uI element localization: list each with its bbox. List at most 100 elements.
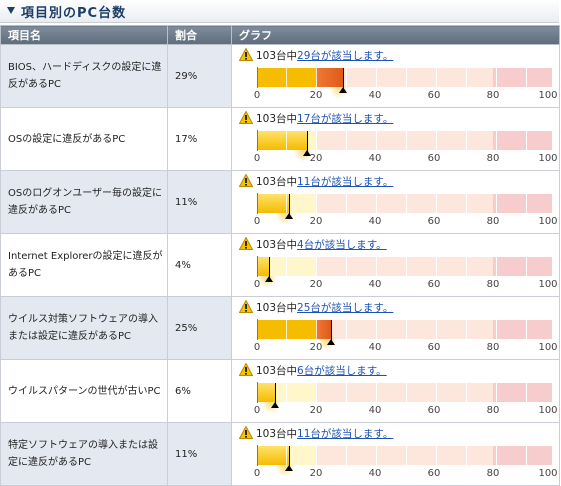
bar-fill [257, 194, 289, 213]
matching-count-link[interactable]: 29台が該当します。 [297, 50, 394, 62]
bar-fill [257, 320, 331, 339]
table-row: 特定ソフトウェアの導入または設定に違反があるPC 11% 103台中11台が該当しま… [0, 422, 560, 486]
warning-icon [239, 300, 253, 313]
note-total-text: 103台中 [256, 239, 298, 251]
item-percent: 29% [167, 44, 232, 108]
bar-track [257, 320, 552, 351]
note-total-text: 103台中 [256, 428, 298, 440]
axis-tick-label: 100 [538, 279, 558, 290]
item-name: ウイルス対策ソフトウェアの導入または設定に違反があるPC [0, 296, 168, 360]
item-name: Internet Explorerの設定に違反があるPC [0, 233, 168, 297]
axis-tick-label: 0 [253, 90, 261, 101]
column-header-percent: 割合 [167, 25, 232, 45]
table-header-row: 項目名 割合 グラフ [0, 25, 560, 45]
value-marker-line [269, 257, 270, 278]
graph-note: 103台中29台が該当します。 [239, 48, 393, 63]
matching-count-link[interactable]: 17台が該当します。 [297, 113, 394, 125]
warning-icon [239, 426, 253, 439]
axis-line [257, 319, 258, 340]
note-total-text: 103台中 [256, 302, 298, 314]
axis-tick-label: 40 [368, 468, 382, 479]
bar-fill [257, 68, 343, 87]
item-percent: 6% [167, 359, 232, 423]
axis-line [257, 67, 258, 88]
matching-count-link[interactable]: 6台が該当します。 [297, 365, 387, 377]
axis-tick-label: 20 [309, 468, 323, 479]
axis-tick-label: 40 [368, 90, 382, 101]
axis-tick-label: 0 [253, 342, 261, 353]
bar-gridlines [257, 257, 552, 276]
axis-tick-label: 80 [486, 468, 500, 479]
bar-track [257, 68, 552, 99]
axis-tick-label: 100 [538, 468, 558, 479]
axis-tick-label: 100 [538, 216, 558, 227]
column-header-name: 項目名 [0, 25, 168, 45]
value-marker-triangle-icon [285, 213, 293, 219]
collapse-triangle-icon[interactable] [7, 7, 15, 14]
table-row: OSのログオンユーザー毎の設定に違反があるPC 11% 103台中11台が該当します… [0, 170, 560, 234]
section-title: 項目別のPC台数 [21, 6, 127, 21]
axis-tick-label: 80 [486, 90, 500, 101]
item-graph: 103台中11台が該当します。 0 20 40 60 80 100 [231, 422, 560, 486]
axis-tick-label: 80 [486, 216, 500, 227]
axis-line [257, 130, 258, 151]
bar-fill [257, 131, 307, 150]
bar-gridlines [257, 446, 552, 465]
item-graph: 103台中29台が該当します。 0 20 40 60 80 100 [231, 44, 560, 108]
axis-tick-label: 60 [427, 342, 441, 353]
axis-tick-label: 60 [427, 216, 441, 227]
axis-tick-label: 100 [538, 90, 558, 101]
matching-count-link[interactable]: 25台が該当します。 [297, 302, 394, 314]
graph-note: 103台中11台が該当します。 [239, 174, 393, 189]
item-percent: 17% [167, 107, 232, 171]
axis-tick-label: 0 [253, 153, 261, 164]
bar-fill [257, 383, 275, 402]
bar-fill [257, 257, 269, 276]
axis-tick-label: 80 [486, 153, 500, 164]
graph-note: 103台中11台が該当します。 [239, 426, 393, 441]
axis-line [257, 445, 258, 466]
axis-tick-label: 20 [309, 216, 323, 227]
item-name: 特定ソフトウェアの導入または設定に違反があるPC [0, 422, 168, 486]
axis-tick-label: 80 [486, 405, 500, 416]
graph-note: 103台中6台が該当します。 [239, 363, 387, 378]
item-graph: 103台中6台が該当します。 0 20 40 60 80 100 [231, 359, 560, 423]
bar-track [257, 257, 552, 288]
value-marker-line [307, 131, 308, 152]
axis-tick-label: 60 [427, 90, 441, 101]
graph-note: 103台中4台が該当します。 [239, 237, 387, 252]
warning-icon [239, 363, 253, 376]
axis-tick-label: 20 [309, 279, 323, 290]
axis-tick-label: 0 [253, 468, 261, 479]
axis-line [257, 193, 258, 214]
axis-tick-label: 60 [427, 468, 441, 479]
axis-tick-label: 80 [486, 342, 500, 353]
axis-tick-label: 60 [427, 405, 441, 416]
matching-count-link[interactable]: 11台が該当します。 [297, 428, 394, 440]
value-marker-line [289, 194, 290, 215]
item-percent: 4% [167, 233, 232, 297]
column-header-graph: グラフ [231, 25, 560, 45]
item-graph: 103台中25台が該当します。 0 20 40 60 80 100 [231, 296, 560, 360]
table-row: ウイルスパターンの世代が古いPC 6% 103台中6台が該当します。 0 20 40 60 8… [0, 359, 560, 423]
bar-track [257, 194, 552, 225]
matching-count-link[interactable]: 4台が該当します。 [297, 239, 387, 251]
bar-gridlines [257, 194, 552, 213]
section-header[interactable]: 項目別のPC台数 [0, 0, 559, 23]
table-row: OSの設定に違反があるPC 17% 103台中17台が該当します。 0 20 40 60 80… [0, 107, 560, 171]
axis-tick-label: 0 [253, 216, 261, 227]
matching-count-link[interactable]: 11台が該当します。 [297, 176, 394, 188]
axis-tick-label: 0 [253, 405, 261, 416]
value-marker-triangle-icon [265, 276, 273, 282]
note-total-text: 103台中 [256, 365, 298, 377]
warning-icon [239, 111, 253, 124]
item-name: ウイルスパターンの世代が古いPC [0, 359, 168, 423]
value-marker-triangle-icon [285, 465, 293, 471]
axis-tick-label: 0 [253, 279, 261, 290]
axis-tick-label: 40 [368, 216, 382, 227]
axis-tick-label: 60 [427, 279, 441, 290]
value-marker-triangle-icon [339, 87, 347, 93]
item-name: BIOS、ハードディスクの設定に違反があるPC [0, 44, 168, 108]
table-row: BIOS、ハードディスクの設定に違反があるPC 29% 103台中29台が該当します… [0, 44, 560, 108]
value-marker-triangle-icon [271, 402, 279, 408]
